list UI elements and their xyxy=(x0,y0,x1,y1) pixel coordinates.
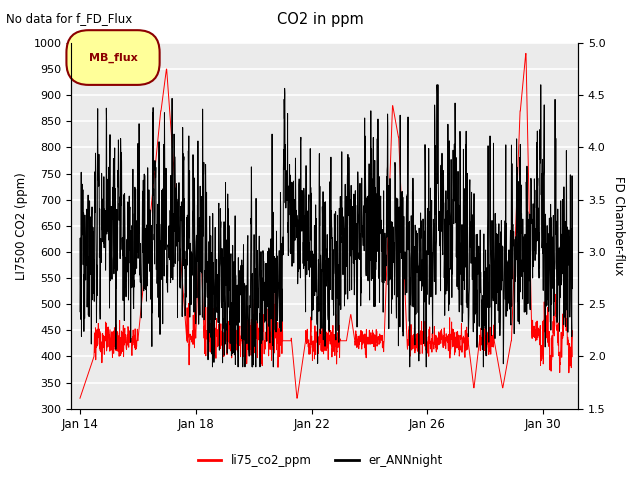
Text: CO2 in ppm: CO2 in ppm xyxy=(276,12,364,27)
Text: No data for f_FD_Flux: No data for f_FD_Flux xyxy=(6,12,132,25)
Legend: li75_co2_ppm, er_ANNnight: li75_co2_ppm, er_ANNnight xyxy=(193,449,447,472)
Y-axis label: LI7500 CO2 (ppm): LI7500 CO2 (ppm) xyxy=(15,172,28,280)
Y-axis label: FD Chamber-flux: FD Chamber-flux xyxy=(612,176,625,276)
Text: MB_flux: MB_flux xyxy=(89,52,138,63)
